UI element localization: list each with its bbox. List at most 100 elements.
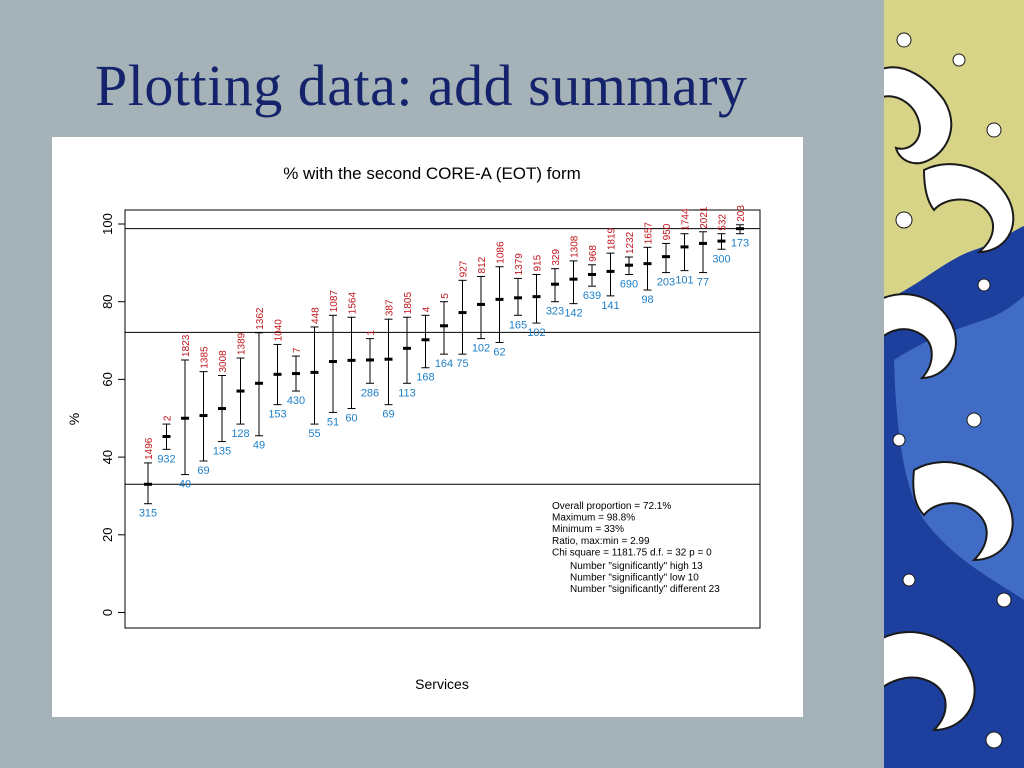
data-point [292, 372, 300, 376]
bottom-data-label: 165 [509, 319, 527, 331]
data-point [421, 338, 430, 342]
bottom-data-label: 55 [308, 428, 320, 440]
error-bar-group: 1496 315 [139, 437, 157, 519]
top-data-label: 448 [311, 307, 322, 324]
error-bar-group: 387 69 [382, 299, 395, 421]
error-bar-group: 1040 153 [268, 319, 286, 421]
error-bar-group: 1379 165 [509, 253, 527, 332]
bottom-data-label: 128 [231, 428, 249, 440]
data-point [588, 273, 596, 277]
data-point [366, 358, 374, 362]
bottom-data-label: 98 [641, 294, 653, 306]
y-tick-label: 20 [100, 528, 115, 542]
data-point [495, 297, 504, 301]
data-point [477, 302, 485, 306]
data-point [458, 311, 467, 315]
top-data-label: 1819 [607, 227, 618, 250]
top-data-label: 1232 [625, 231, 636, 254]
error-bar-group: 1 286 [361, 330, 379, 400]
error-bar-group: 2 932 [157, 415, 175, 465]
wave-crest-3 [884, 293, 957, 380]
top-data-label: 1657 [644, 222, 655, 245]
y-axis-label: % [66, 413, 82, 425]
data-point [736, 227, 744, 231]
bottom-data-label: 690 [620, 279, 638, 291]
summary-line: Maximum = 98.8% [552, 513, 635, 524]
data-point [551, 282, 559, 286]
bottom-data-label: 141 [601, 300, 619, 312]
error-bar-group: 1308 142 [564, 235, 582, 319]
y-tick-label: 40 [100, 450, 115, 464]
error-bar-chart: % with the second CORE-A (EOT) form Serv… [66, 164, 761, 692]
bottom-data-label: 173 [731, 238, 749, 250]
summary-line: Overall proportion = 72.1% [552, 501, 671, 512]
error-bar-group: 927 75 [456, 260, 469, 370]
top-data-label: 1389 [237, 332, 248, 355]
bottom-data-label: 102 [472, 343, 490, 355]
summary-text-block: Overall proportion = 72.1%Maximum = 98.8… [552, 501, 720, 595]
y-axis: 0 20 40 60 80 100 [100, 213, 125, 616]
bottom-data-label: 142 [564, 308, 582, 320]
bottom-data-label: 932 [157, 453, 175, 465]
bottom-data-label: 51 [327, 416, 339, 428]
chart-title: % with the second CORE-A (EOT) form [283, 164, 581, 183]
data-point [680, 245, 689, 249]
error-bar-group: 448 55 [308, 307, 321, 440]
foam-dots [892, 32, 1012, 749]
data-point [236, 389, 245, 393]
y-tick-label: 80 [100, 294, 115, 308]
bottom-data-label: 77 [697, 277, 709, 289]
summary-line: Number "significantly" different 23 [570, 584, 720, 595]
x-axis-label: Services [415, 676, 469, 692]
top-data-label: 1744 [681, 208, 692, 231]
bottom-data-label: 203 [657, 277, 675, 289]
data-point [329, 360, 337, 364]
wave-illustration [884, 0, 1024, 768]
data-point [144, 482, 152, 486]
bottom-data-label: 135 [213, 446, 231, 458]
top-data-label: 1308 [570, 235, 581, 258]
reference-lines [125, 228, 760, 485]
top-data-label: 1823 [181, 334, 192, 357]
error-bar-group: 203 173 [731, 205, 749, 250]
wave-crest-4 [912, 461, 1014, 562]
error-bar-group: 1232 690 [620, 231, 638, 290]
top-data-label: 2021 [699, 206, 710, 229]
bottom-data-label: 430 [287, 395, 305, 407]
data-point [273, 372, 282, 376]
summary-line: Number "significantly" high 13 [570, 561, 703, 572]
data-point [699, 241, 707, 245]
top-data-label: 1379 [514, 253, 525, 276]
error-bar-group: 5 164 [435, 293, 453, 370]
bottom-data-label: 102 [527, 327, 545, 339]
top-data-label: 1040 [274, 319, 285, 342]
data-point [625, 263, 633, 267]
data-point [218, 407, 226, 411]
data-point [199, 414, 208, 418]
top-data-label: 3008 [218, 350, 229, 373]
wave-crest-1 [884, 66, 953, 165]
summary-line: Minimum = 33% [552, 524, 624, 535]
data-point [255, 381, 263, 385]
top-data-label: 950 [662, 223, 673, 240]
error-bar-group: 1087 51 [327, 290, 340, 429]
bottom-data-label: 315 [139, 508, 157, 520]
slide-title: Plotting data: add summary [95, 53, 748, 118]
top-data-label: 968 [588, 245, 599, 262]
error-bar-group: 4 168 [416, 306, 434, 383]
top-data-label: 927 [459, 260, 470, 277]
top-data-label: 1496 [144, 437, 155, 460]
summary-line: Chi square = 1181.75 d.f. = 32 p = 0 [552, 547, 712, 558]
data-point [403, 346, 411, 350]
bottom-data-label: 639 [583, 290, 601, 302]
bottom-data-label: 323 [546, 306, 564, 318]
error-bar-series: 1496 315 2 932 1823 40 1385 69 3008 135 1389 128 136… [139, 205, 749, 520]
top-data-label: 2 [163, 415, 174, 421]
top-data-label: 387 [385, 299, 396, 316]
top-data-label: 1805 [403, 292, 414, 315]
error-bar-group: 1385 69 [197, 346, 210, 477]
top-data-label: 7 [292, 347, 303, 353]
error-bar-group: 329 323 [546, 249, 564, 318]
error-bar-group: 812 102 [472, 256, 490, 354]
wave-crest-5 [884, 631, 976, 732]
